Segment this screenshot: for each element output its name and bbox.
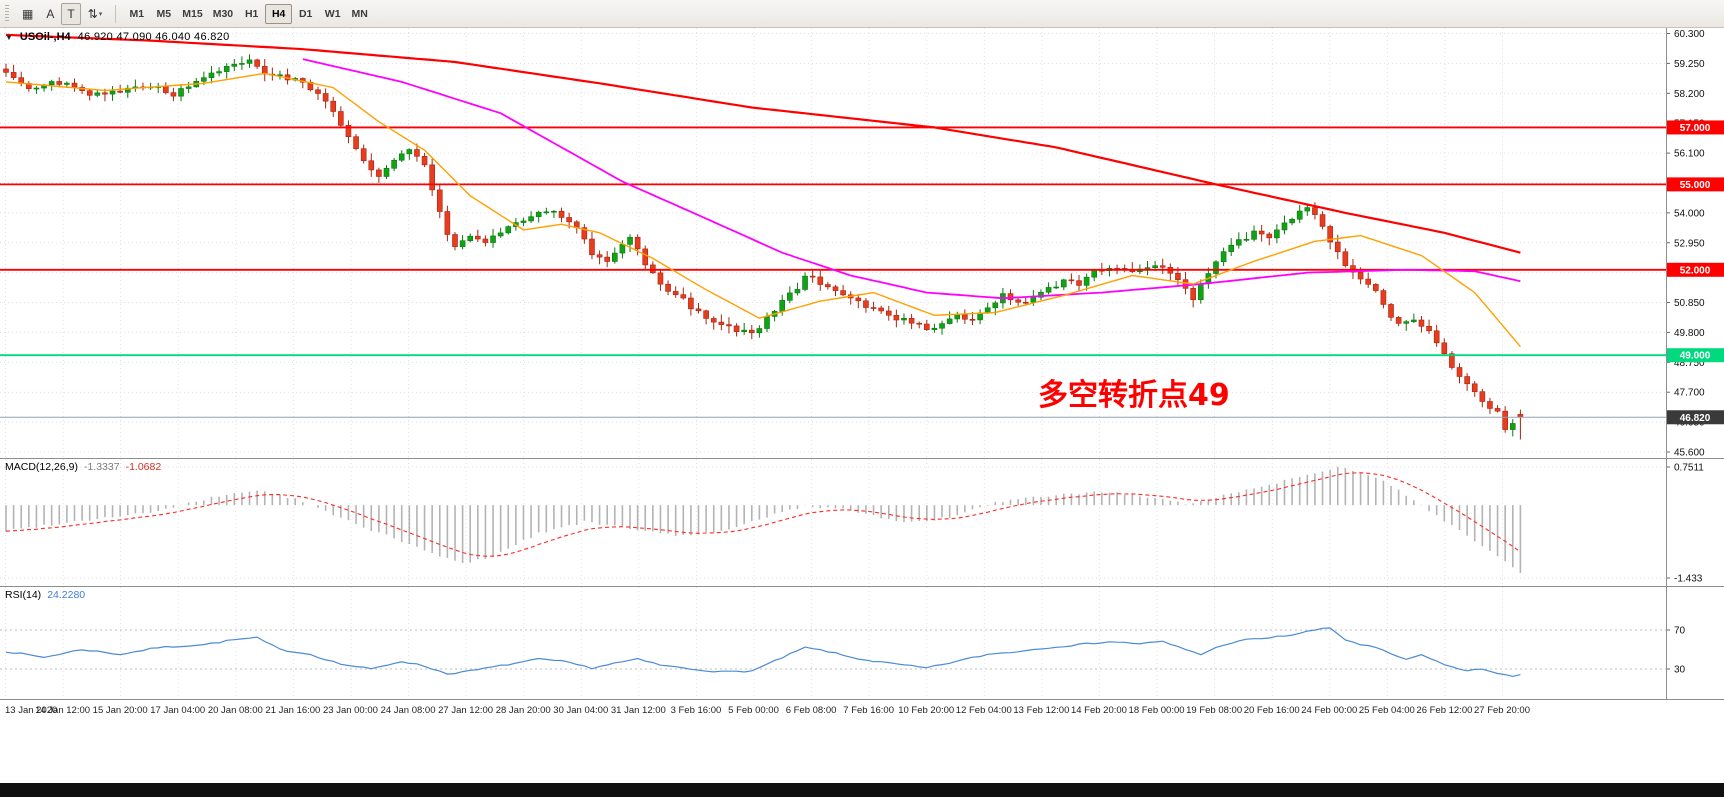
- timeframe-button-m5[interactable]: M5: [150, 4, 177, 24]
- svg-text:52.000: 52.000: [1680, 265, 1711, 276]
- time-axis-label: 18 Feb 00:00: [1128, 705, 1185, 716]
- time-axis-label: 6 Feb 08:00: [785, 705, 837, 716]
- timeframe-button-m30[interactable]: M30: [208, 4, 238, 24]
- svg-text:54.000: 54.000: [1674, 208, 1705, 219]
- svg-text:48.750: 48.750: [1674, 358, 1705, 369]
- macd-canvas[interactable]: 0.7511 -1.433: [0, 459, 1724, 587]
- time-axis-label: 20 Jan 08:00: [207, 705, 263, 716]
- timeframe-button-mn[interactable]: MN: [346, 4, 373, 24]
- bottom-status-bar: [0, 783, 1724, 797]
- toolbar-separator: [115, 4, 117, 23]
- timeframe-group: M1 M5 M15 M30 H1 H4 D1 W1 MN: [123, 3, 373, 24]
- toolbar: ▦ A T ⇅ ▾ M1 M5 M15 M30 H1 H4 D1 W1 MN: [0, 0, 1724, 28]
- rsi-label: RSI(14) 24.2280: [5, 589, 85, 601]
- main-chart-panel: 45.60046.65047.70048.75049.80050.85051.9…: [0, 28, 1724, 459]
- svg-text:49.000: 49.000: [1680, 351, 1711, 362]
- svg-text:70: 70: [1674, 626, 1686, 637]
- rsi-name: RSI(14): [5, 589, 42, 601]
- time-axis-label: 14 Jan 12:00: [35, 705, 91, 716]
- svg-text:0.7511: 0.7511: [1674, 463, 1704, 474]
- time-axis-label: 25 Feb 04:00: [1358, 705, 1415, 716]
- time-axis-label: 5 Feb 00:00: [728, 705, 779, 716]
- svg-text:52.950: 52.950: [1674, 238, 1705, 249]
- timeframe-button-m1[interactable]: M1: [123, 4, 150, 24]
- macd-panel: 0.7511 -1.433 MACD(12,26,9) -1.3337 -1.06…: [0, 459, 1724, 587]
- text-tool-icon: T: [67, 6, 75, 21]
- timeframe-button-h1[interactable]: H1: [238, 4, 265, 24]
- chart-title: ▼ USOil-,H4 46.920 47.090 46.040 46.820: [5, 31, 230, 43]
- cursor-tool-button[interactable]: A: [40, 3, 60, 25]
- time-axis-label: 23 Jan 00:00: [322, 705, 378, 716]
- svg-text:56.100: 56.100: [1674, 149, 1705, 160]
- time-axis[interactable]: 13 Jan 2020 14 Jan 12:00 15 Jan 20:00 17 Ja…: [0, 699, 1724, 721]
- charts-grid-button[interactable]: ▦: [16, 3, 39, 25]
- svg-text:59.250: 59.250: [1674, 59, 1705, 70]
- rsi-value: 24.2280: [47, 589, 86, 601]
- cursor-a-icon: A: [46, 6, 55, 21]
- time-axis-label: 31 Jan 12:00: [610, 705, 666, 716]
- time-axis-label: 26 Feb 12:00: [1416, 705, 1473, 716]
- svg-text:45.600: 45.600: [1674, 448, 1705, 459]
- time-axis-label: 3 Feb 16:00: [670, 705, 722, 716]
- time-axis-label: 14 Feb 20:00: [1070, 705, 1127, 716]
- svg-text:60.300: 60.300: [1674, 29, 1705, 40]
- scale-tool-button[interactable]: ⇅ ▾: [82, 3, 109, 25]
- time-axis-label: 17 Jan 04:00: [150, 705, 206, 716]
- time-axis-label: 10 Feb 20:00: [898, 705, 955, 716]
- text-tool-button[interactable]: T: [61, 2, 81, 25]
- time-axis-label: 12 Feb 04:00: [955, 705, 1012, 716]
- rsi-canvas[interactable]: 70 30: [0, 587, 1724, 699]
- macd-value: -1.3337: [83, 461, 120, 473]
- symbol-dropdown-icon[interactable]: ▼: [5, 33, 13, 42]
- chart-annotation-text[interactable]: 多空转折点49: [1038, 378, 1230, 413]
- svg-text:57.000: 57.000: [1680, 123, 1711, 134]
- svg-text:50.850: 50.850: [1674, 298, 1705, 309]
- main-chart-canvas[interactable]: 45.60046.65047.70048.75049.80050.85051.9…: [0, 28, 1724, 459]
- time-axis-label: 13 Feb 12:00: [1013, 705, 1070, 716]
- time-axis-label: 13 Jan 2020: [5, 705, 58, 716]
- chevron-down-icon: ▾: [98, 10, 103, 18]
- macd-signal-value: -1.0682: [125, 461, 162, 473]
- time-axis-label: 27 Jan 12:00: [438, 705, 494, 716]
- svg-text:49.800: 49.800: [1674, 328, 1705, 339]
- time-axis-label: 30 Jan 04:00: [553, 705, 609, 716]
- svg-text:-1.433: -1.433: [1674, 574, 1703, 585]
- grid-icon: ▦: [22, 6, 34, 21]
- time-axis-label: 24 Feb 00:00: [1301, 705, 1358, 716]
- timeframe-button-m15[interactable]: M15: [177, 4, 207, 24]
- timeframe-button-d1[interactable]: D1: [292, 4, 319, 24]
- rsi-panel: 70 30 RSI(14) 24.2280: [0, 587, 1724, 699]
- updown-arrows-icon: ⇅: [87, 6, 98, 21]
- time-axis-label: 19 Feb 08:00: [1186, 705, 1243, 716]
- svg-text:55.000: 55.000: [1680, 180, 1711, 191]
- time-axis-label: 21 Jan 16:00: [265, 705, 321, 716]
- time-axis-label: 20 Feb 16:00: [1243, 705, 1300, 716]
- macd-label: MACD(12,26,9) -1.3337 -1.0682: [5, 461, 161, 473]
- ohlc-values: 46.920 47.090 46.040 46.820: [77, 31, 230, 43]
- svg-text:47.700: 47.700: [1674, 388, 1705, 399]
- time-axis-label: 28 Jan 20:00: [495, 705, 551, 716]
- macd-name: MACD(12,26,9): [5, 461, 78, 473]
- svg-text:46.820: 46.820: [1680, 413, 1711, 424]
- time-axis-label: 24 Jan 08:00: [380, 705, 436, 716]
- symbol-period-label: USOil-,H4: [19, 31, 71, 43]
- time-axis-label: 15 Jan 20:00: [92, 705, 148, 716]
- time-axis-label: 27 Feb 20:00: [1474, 705, 1530, 716]
- toolbar-grip[interactable]: [5, 4, 9, 23]
- timeframe-button-w1[interactable]: W1: [319, 4, 346, 24]
- time-axis-label: 7 Feb 16:00: [843, 705, 894, 716]
- timeframe-button-h4[interactable]: H4: [265, 3, 293, 24]
- svg-text:30: 30: [1674, 665, 1686, 676]
- footer-space: [0, 721, 1724, 783]
- svg-text:58.200: 58.200: [1674, 89, 1705, 100]
